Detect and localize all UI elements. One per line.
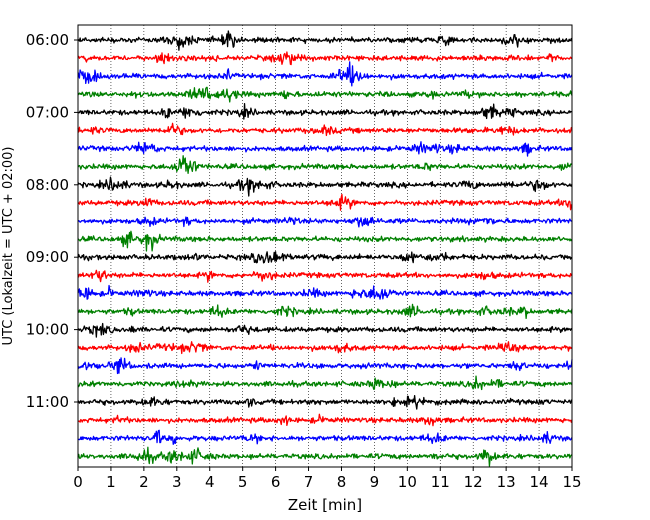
x-tick-label: 4 [205,473,215,491]
y-tick-label: 06:00 [26,31,69,49]
x-tick-label: 11 [431,473,450,491]
y-tick-label: 07:00 [26,103,69,121]
seismic-trace [77,230,573,252]
x-tick-label: 7 [304,473,314,491]
x-tick-label: 15 [562,473,581,491]
y-tick-label: 08:00 [26,176,69,194]
trace-layer [77,30,573,467]
seismic-trace [77,51,573,66]
seismic-trace [77,122,573,137]
seismic-trace [77,61,573,87]
x-tick-label: 6 [271,473,281,491]
x-tick-label: 12 [464,473,483,491]
seismic-trace [77,269,573,283]
x-axis-label: Zeit [min] [288,496,362,514]
seismic-trace [77,103,573,120]
y-axis: 06:00 07:00 08:00 09:00 10:00 11:00 [26,31,78,411]
x-tick-label: 14 [530,473,549,491]
seismic-trace [77,141,573,157]
seismic-trace [77,30,573,51]
x-tick-label: 9 [370,473,380,491]
x-tick-label: 5 [238,473,248,491]
x-tick-label: 2 [139,473,149,491]
seismic-trace [77,446,573,467]
seismic-trace [77,375,573,391]
x-tick-label: 1 [106,473,116,491]
y-tick-label: 09:00 [26,248,69,266]
seismic-trace [77,429,573,445]
seismic-trace [77,216,573,228]
seismic-trace [77,322,573,338]
seismic-trace [77,303,573,320]
x-tick-label: 10 [398,473,417,491]
seismic-trace [77,341,573,355]
seismic-trace [77,251,573,264]
x-tick-label: 8 [337,473,347,491]
seismic-trace [77,284,573,300]
seismic-trace [77,86,573,103]
x-tick-label: 3 [172,473,182,491]
y-tick-label: 11:00 [26,393,69,411]
y-tick-label: 10:00 [26,321,69,339]
seismic-trace [77,193,573,211]
seismic-trace [77,413,573,427]
seismic-trace [77,176,573,197]
x-tick-label: 0 [73,473,83,491]
plot-background [78,25,572,467]
x-axis: 0 1 2 3 4 5 6 7 8 9 10 11 12 13 14 15 [73,467,582,491]
y-axis-label: UTC (Lokalzeit = UTC + 02:00) [1,147,16,346]
seismic-trace [77,357,573,375]
seismic-trace [77,155,573,174]
seismic-trace [77,394,573,410]
x-tick-label: 13 [497,473,516,491]
plot-frame [77,24,573,468]
